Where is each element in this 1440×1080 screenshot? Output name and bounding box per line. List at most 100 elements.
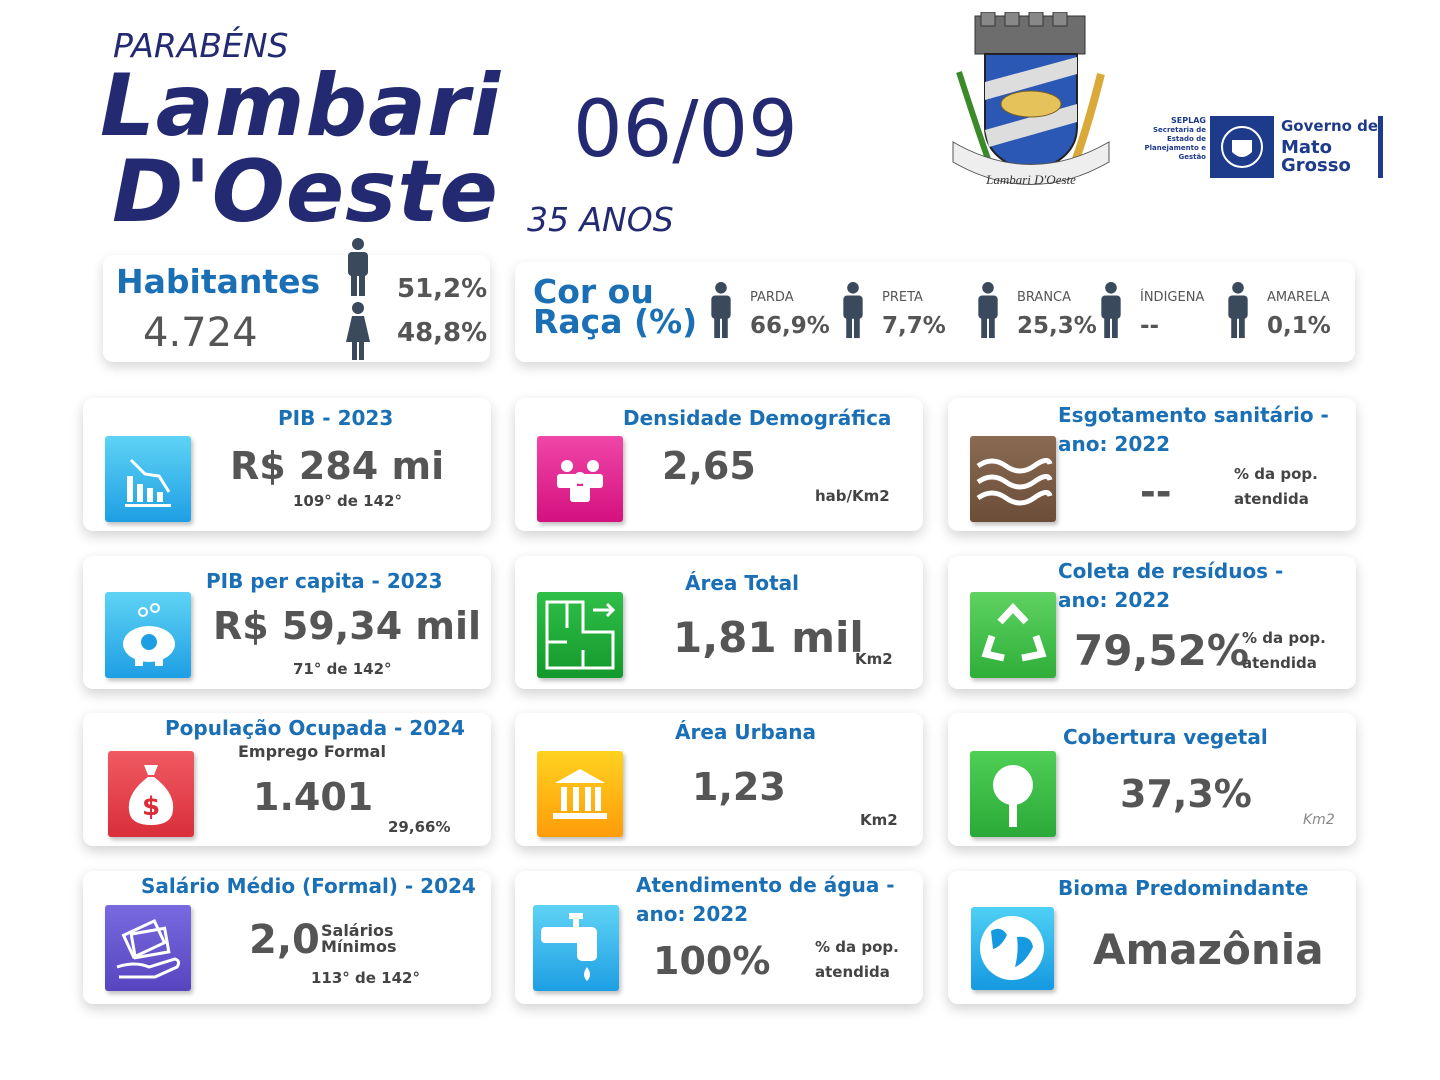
person-shape <box>1101 295 1121 319</box>
card-value: 1,81 mil <box>673 613 864 662</box>
icon <box>970 751 1056 837</box>
card-rank: 71° de 142° <box>293 660 392 678</box>
card-unit: Km2 <box>1303 812 1335 828</box>
race-name: ÍNDIGENA <box>1140 290 1205 305</box>
card: Atendimento de água - ano: 2022 100% % d… <box>515 871 923 1004</box>
icon <box>970 592 1056 678</box>
race-value: 25,3% <box>1017 313 1097 339</box>
person-shape <box>714 316 721 339</box>
gov-title: Mato <box>1281 137 1333 158</box>
agency-name: Secretaria de Estado de Planejamento e G… <box>1144 126 1206 161</box>
race-value: 7,7% <box>882 313 946 339</box>
population-label: Habitantes <box>116 262 321 301</box>
icon-graphic <box>557 460 603 502</box>
card-value: 100% <box>653 939 771 983</box>
female-pct: 48,8% <box>397 318 488 348</box>
person-icon <box>978 282 998 339</box>
card: $ População Ocupada - 2024 Emprego Forma… <box>83 713 491 846</box>
person-shape <box>843 295 863 319</box>
card-title: Esgotamento sanitário - ano: 2022 <box>1058 403 1329 456</box>
card: Bioma Predomindante Amazônia <box>948 871 1356 1004</box>
card: Área Total 1,81 mil Km2 <box>515 556 923 689</box>
card-title: Área Urbana <box>675 720 817 744</box>
person-shape <box>1231 316 1238 339</box>
icon <box>971 907 1054 990</box>
city-name: D'Oeste <box>112 142 499 242</box>
card: Esgotamento sanitário - ano: 2022 -- % d… <box>948 398 1356 531</box>
card: PIB - 2023 R$ 284 mi 109° de 142° <box>83 398 491 531</box>
card-subtitle: Emprego Formal <box>238 742 386 761</box>
icon-graphic <box>993 765 1033 827</box>
person-shape <box>978 295 998 319</box>
card-unit: Salários Mínimos <box>321 921 397 956</box>
card-title: PIB - 2023 <box>278 406 394 430</box>
person-shape <box>981 316 988 339</box>
icon <box>105 436 191 522</box>
race-value: 0,1% <box>1267 313 1331 339</box>
card-value: 1,23 <box>692 765 786 809</box>
card-title: PIB per capita - 2023 <box>206 569 443 593</box>
person-shape <box>1104 316 1111 339</box>
race-name: PARDA <box>750 290 794 305</box>
card-title: Bioma Predomindante <box>1058 876 1309 900</box>
card-title: População Ocupada - 2024 <box>165 716 465 740</box>
person-shape <box>1111 316 1118 339</box>
person-shape <box>715 282 727 294</box>
person-shape <box>721 316 728 339</box>
icon <box>537 592 623 678</box>
card-note: 29,66% <box>388 818 451 836</box>
greeting: PARABÉNS <box>113 26 289 65</box>
female-icon <box>346 302 370 360</box>
population-total: 4.724 <box>143 310 258 356</box>
person-icon <box>711 282 731 339</box>
card-unit: % da pop. atendida <box>1234 465 1318 508</box>
card-value: R$ 284 mi <box>230 444 445 488</box>
icon-graphic <box>976 458 1053 506</box>
icon-graphic <box>553 769 607 819</box>
gov-title: Grosso <box>1281 155 1351 176</box>
icon-graphic: $ <box>128 765 174 825</box>
seal-banner: Lambari D'Oeste <box>985 172 1076 187</box>
card: Coleta de resíduos - ano: 2022 79,52% % … <box>948 556 1356 689</box>
card-unit: % da pop. atendida <box>1242 629 1326 672</box>
card-title: Coleta de resíduos - ano: 2022 <box>1058 559 1284 612</box>
city-seal: Lambari D'Oeste <box>952 12 1110 187</box>
race-label: Cor ou Raça (%) <box>533 272 698 341</box>
population-box <box>103 255 490 362</box>
card: PIB per capita - 2023 R$ 59,34 mil 71° d… <box>83 556 491 689</box>
card-value: 2,0 <box>249 917 320 963</box>
agency: SEPLAG <box>1171 116 1206 125</box>
person-shape <box>982 282 994 294</box>
icon: $ <box>108 751 194 837</box>
card: Densidade Demográfica 2,65 hab/Km2 <box>515 398 923 531</box>
icon <box>537 751 623 837</box>
icon-graphic <box>125 458 171 507</box>
icon-graphic <box>123 603 175 666</box>
card-value: R$ 59,34 mil <box>213 604 482 648</box>
icon-graphic <box>545 600 616 670</box>
icon-graphic <box>116 918 181 979</box>
person-icon <box>1101 282 1121 339</box>
icon <box>105 905 191 991</box>
icon <box>537 436 623 522</box>
card-unit: Km2 <box>855 650 893 668</box>
card: Cobertura vegetal 37,3% Km2 <box>948 713 1356 846</box>
card-value: Amazônia <box>1093 925 1324 974</box>
person-shape <box>846 316 853 339</box>
icon <box>970 436 1056 522</box>
person-shape <box>1238 316 1245 339</box>
male-icon <box>348 238 368 296</box>
card-value: 37,3% <box>1120 772 1252 816</box>
race-name: AMARELA <box>1267 290 1330 305</box>
person-shape <box>988 316 995 339</box>
card-unit: Km2 <box>860 811 898 829</box>
card-title: Salário Médio (Formal) - 2024 <box>141 874 476 898</box>
person-shape <box>847 282 859 294</box>
person-icon <box>1228 282 1248 339</box>
person-shape <box>711 295 731 319</box>
card-title: Densidade Demográfica <box>623 406 892 430</box>
card-value: 2,65 <box>662 444 756 488</box>
city-name: Lambari <box>100 56 501 156</box>
